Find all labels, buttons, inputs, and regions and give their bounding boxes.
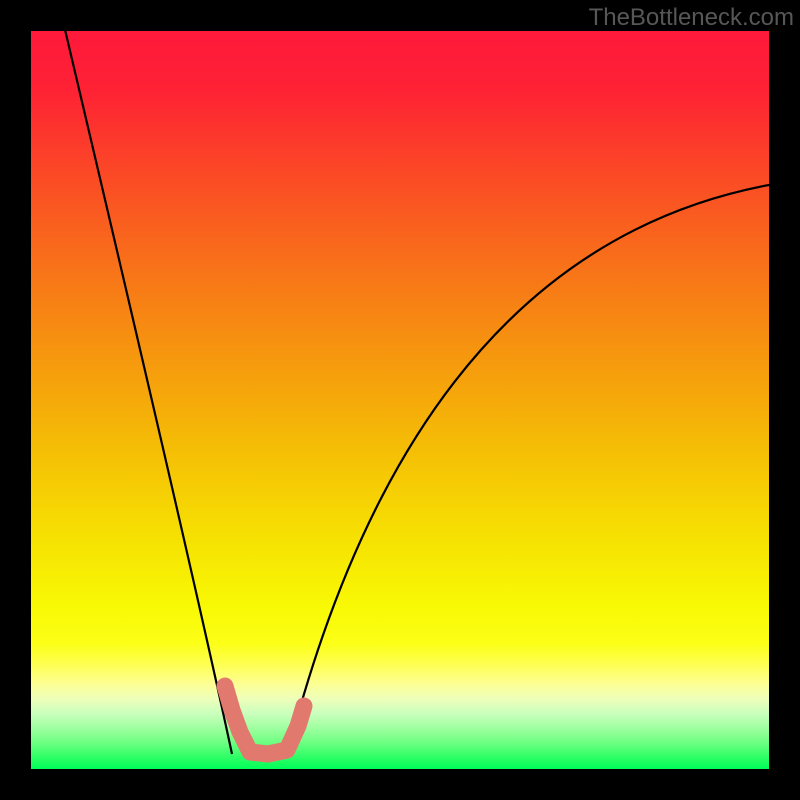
plot-frame	[31, 31, 769, 769]
watermark-text: TheBottleneck.com	[589, 4, 794, 32]
